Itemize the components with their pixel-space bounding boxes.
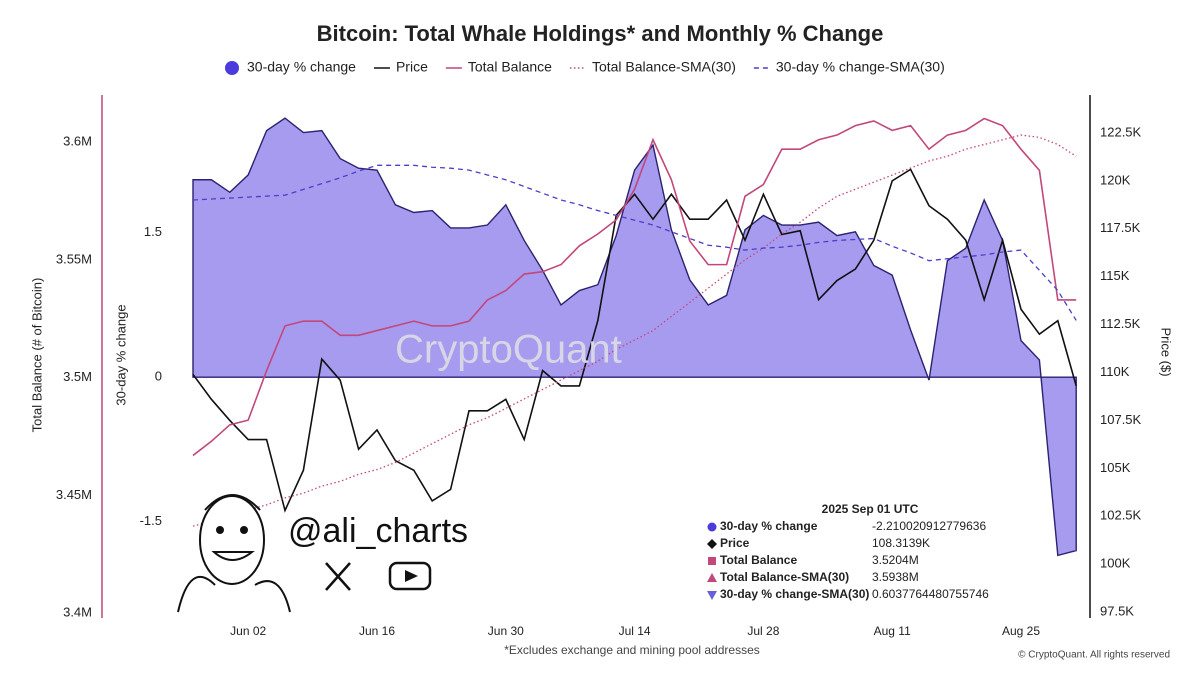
- line: [192, 117, 1077, 457]
- y3-tick-label: 112.5K: [1100, 316, 1141, 331]
- avatar: [177, 494, 291, 613]
- tooltip-marker: [707, 539, 717, 549]
- x-tick-label: Aug 11: [874, 624, 911, 638]
- x-tick-label: Aug 25: [1002, 624, 1040, 638]
- y-axis-title: Total Balance (# of Bitcoin): [29, 278, 44, 433]
- y2-tick-label: -1.5: [140, 513, 162, 528]
- y3-tick-label: 122.5K: [1100, 124, 1142, 139]
- y-tick-label: 3.6M: [63, 134, 92, 149]
- tooltip-label: Price: [720, 536, 750, 550]
- x-tick-label: Jun 30: [488, 624, 524, 638]
- legend-label: Total Balance: [468, 59, 552, 75]
- handle: @ali_charts: [288, 512, 468, 550]
- chart-title: Bitcoin: Total Whale Holdings* and Month…: [317, 21, 884, 46]
- y3-axis-title: Price ($): [1159, 327, 1174, 376]
- y-tick-label: 3.4M: [63, 605, 92, 620]
- tooltip-value: -2.210020912779636: [872, 519, 986, 533]
- y3-tick-label: 105K: [1100, 460, 1131, 475]
- legend-label: Price: [396, 59, 428, 75]
- tooltip-value: 3.5938M: [872, 570, 919, 584]
- credit: © CryptoQuant. All rights reserved: [1018, 650, 1170, 661]
- y-tick-label: 3.5M: [63, 369, 92, 384]
- y2-axis-title: 30-day % change: [113, 304, 128, 405]
- y-tick-label: 3.45M: [56, 487, 92, 502]
- tooltip-value: 3.5204M: [872, 553, 919, 567]
- plot-area: [192, 117, 1077, 557]
- area: [192, 117, 1077, 557]
- tooltip-label: 30-day % change-SMA(30): [720, 587, 869, 601]
- x-tick-label: Jun 02: [230, 624, 266, 638]
- y-tick-label: 3.55M: [56, 251, 92, 266]
- legend-label: 30-day % change-SMA(30): [776, 59, 945, 75]
- watermark: CryptoQuant: [395, 328, 622, 372]
- x-tick-label: Jun 16: [359, 624, 395, 638]
- y3-tick-label: 100K: [1100, 556, 1131, 571]
- legend: 30-day % change Price Total Balance Total B…: [225, 59, 945, 75]
- tooltip-label: Total Balance-SMA(30): [720, 570, 849, 584]
- tooltip-marker: [707, 573, 717, 582]
- y2-tick-label: 0: [155, 369, 162, 384]
- legend-label: Total Balance-SMA(30): [592, 59, 736, 75]
- x-tick-label: Jul 28: [747, 624, 779, 638]
- y3-tick-label: 120K: [1100, 172, 1131, 187]
- y3-tick-label: 97.5K: [1100, 603, 1134, 618]
- tooltip-title: 2025 Sep 01 UTC: [822, 502, 919, 516]
- tooltip: 2025 Sep 01 UTC 30-day % change -2.210020…: [707, 502, 989, 601]
- legend-swatch: [225, 61, 239, 75]
- y3-tick-label: 102.5K: [1100, 508, 1142, 523]
- tooltip-label: 30-day % change: [720, 519, 818, 533]
- y2-tick-label: 1.5: [144, 224, 162, 239]
- line: [192, 168, 1077, 513]
- x-tick-label: Jul 14: [619, 624, 651, 638]
- tooltip-marker: [707, 522, 717, 532]
- social-icons: [325, 561, 432, 591]
- tooltip-value: 0.6037764480755746: [872, 587, 989, 601]
- y3-tick-label: 117.5K: [1100, 220, 1141, 235]
- tooltip-marker: [708, 557, 716, 565]
- tooltip-marker: [707, 591, 717, 600]
- y3-tick-label: 107.5K: [1100, 412, 1142, 427]
- legend-label: 30-day % change: [247, 59, 356, 75]
- tooltip-value: 108.3139K: [872, 536, 930, 550]
- y3-tick-label: 110K: [1100, 364, 1130, 379]
- y3-tick-label: 115K: [1100, 268, 1130, 283]
- line: [192, 164, 1077, 321]
- tooltip-label: Total Balance: [720, 553, 797, 567]
- line: [192, 134, 1077, 527]
- footnote: *Excludes exchange and mining pool addre…: [504, 643, 760, 657]
